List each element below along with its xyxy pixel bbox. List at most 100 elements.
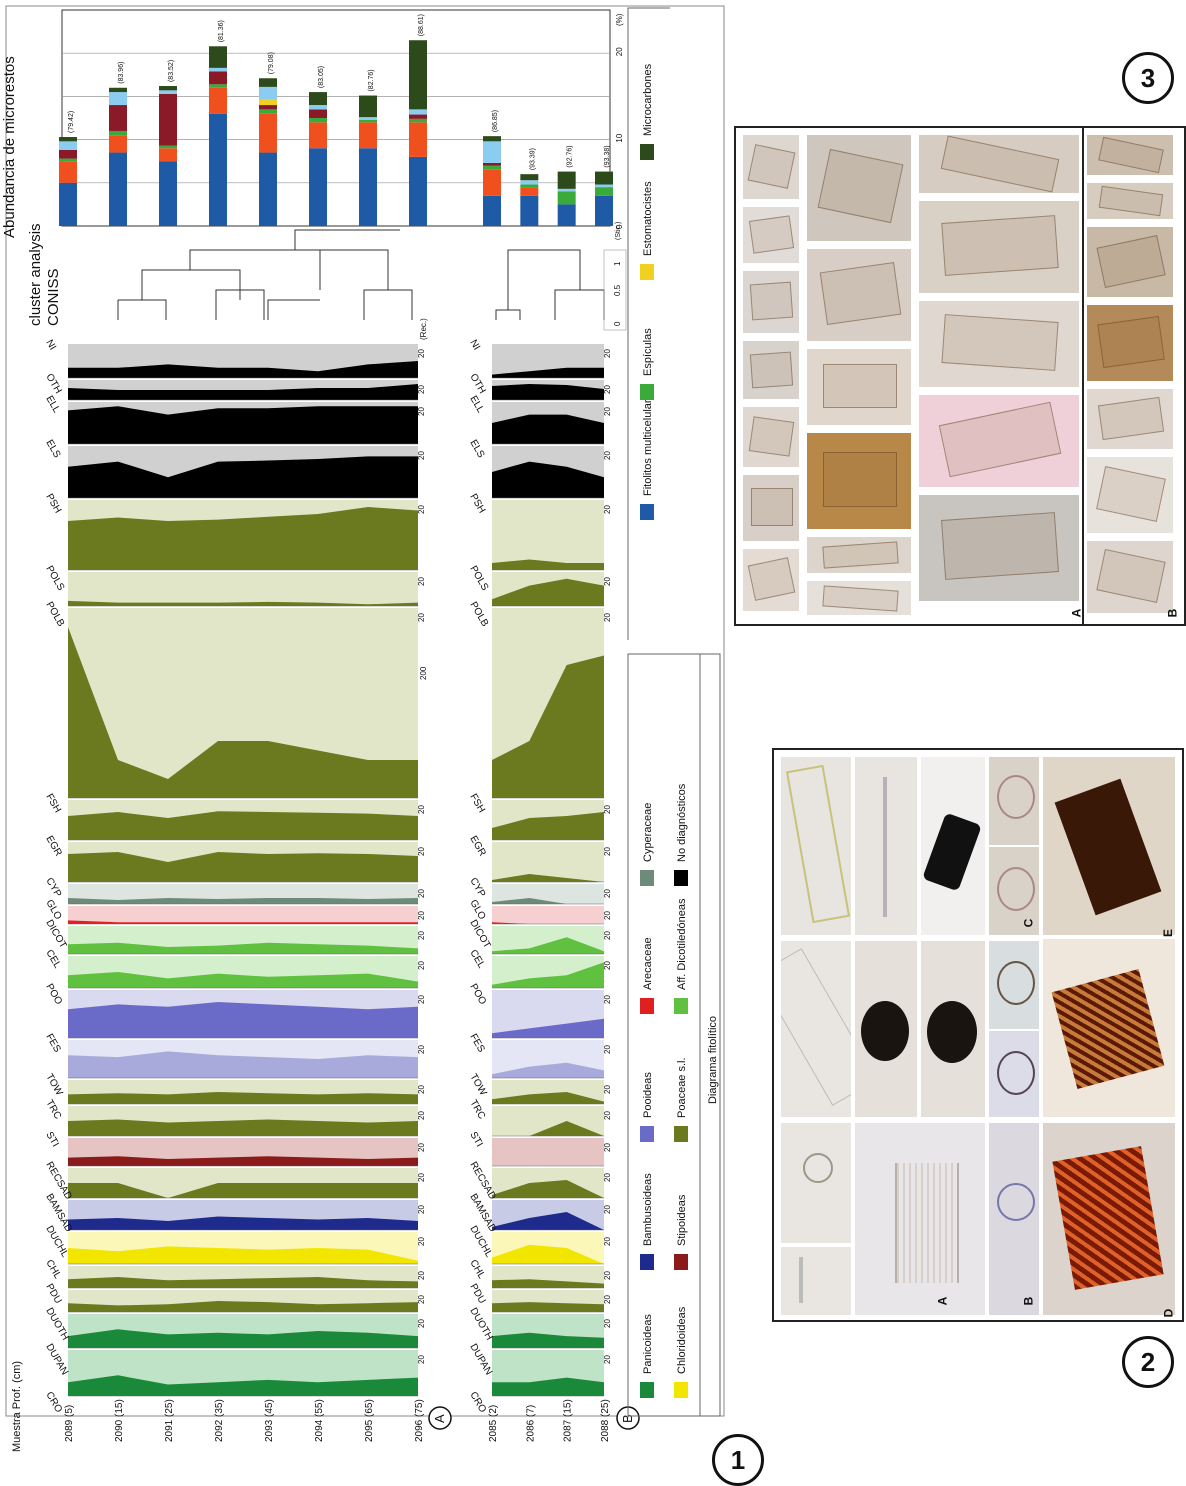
sample-label-upper: 2095 (65) xyxy=(364,1399,375,1442)
lower-taxon-curve xyxy=(492,1062,604,1078)
micrograph-specimen xyxy=(749,215,795,254)
dendrogram-branch xyxy=(495,309,521,320)
micrograph-tile xyxy=(1086,134,1174,176)
dendrogram-branch xyxy=(507,249,581,310)
lower-taxon-curve xyxy=(492,1244,604,1264)
part-number-2: 2 xyxy=(1122,1336,1174,1388)
axis-tick-lower: 20 xyxy=(603,1237,612,1246)
micrograph-tile xyxy=(780,1122,852,1244)
legend-label: Cyperaceae xyxy=(642,803,654,862)
micrograph-tile xyxy=(806,348,912,426)
axis-tick-lower: 20 xyxy=(603,1355,612,1364)
taxon-label-upper: CYP xyxy=(43,876,63,900)
legend-label: Panicoideas xyxy=(642,1314,654,1374)
axis-tick-upper: 20 xyxy=(417,1085,426,1094)
lower-band-bg xyxy=(492,500,604,570)
taxon-label-lower: TRC xyxy=(467,1098,487,1121)
axis-tick-lower: 20 xyxy=(603,407,612,416)
micrograph-tile xyxy=(742,270,800,334)
micrograph-specimen xyxy=(799,1257,803,1303)
micrograph-specimen xyxy=(1054,778,1162,916)
sample-label-upper: 2092 (35) xyxy=(214,1399,225,1442)
lower-taxon-curve xyxy=(492,812,604,840)
micrograph-tile xyxy=(1042,756,1176,936)
taxon-label-upper: PSH xyxy=(43,492,63,515)
micrograph-tile xyxy=(1086,540,1174,614)
legend-swatch xyxy=(674,1126,688,1142)
axis-tick-lower: 20 xyxy=(603,1319,612,1328)
micrograph-specimen xyxy=(781,948,851,1106)
micrograph-specimen xyxy=(750,281,794,321)
taxon-label-upper: POLS xyxy=(43,564,66,593)
taxon-label-upper: GLO xyxy=(43,898,63,922)
legend-label: Pooideas xyxy=(642,1072,654,1118)
legend-swatch xyxy=(640,1382,654,1398)
cluster-dendrogram: cluster analysis CONISS 0 0.5 1 (Stic.) xyxy=(27,222,627,331)
cluster-axis-box xyxy=(603,249,627,331)
lower-taxon-curve xyxy=(492,874,604,882)
upper-taxon-curve xyxy=(68,1375,418,1396)
lower-band-bg xyxy=(492,842,604,882)
axis-tick-upper: 20 xyxy=(417,385,426,394)
taxon-label-lower: POO xyxy=(467,982,488,1007)
legend-swatch xyxy=(640,1254,654,1270)
dendrogram-branch xyxy=(117,299,167,320)
lower-taxon-curve xyxy=(492,1212,604,1230)
upper-taxon-curve xyxy=(68,852,418,882)
micrograph-specimen xyxy=(883,777,887,917)
upper-taxon-curve xyxy=(68,1246,418,1264)
micrograph-tile xyxy=(918,300,1080,388)
legend-swatch xyxy=(674,870,688,886)
sample-label-lower: 2086 (7) xyxy=(525,1405,536,1442)
micrograph-specimen xyxy=(895,1163,959,1283)
plate3-letter-A: A xyxy=(1069,608,1084,618)
micrograph-tile xyxy=(918,494,1080,602)
upper-taxon-curve xyxy=(68,1119,418,1136)
lower-taxon-curve xyxy=(492,1018,604,1038)
micrograph-tile xyxy=(742,406,800,468)
upper-taxon-curve xyxy=(68,1183,418,1198)
micrograph-specimen xyxy=(822,364,898,408)
lower-taxon-curve xyxy=(492,937,604,954)
micrograph-tile xyxy=(742,206,800,264)
micrograph-specimen xyxy=(997,867,1035,911)
legend-label: Bambusoideas xyxy=(642,1173,654,1246)
micrograph-specimen xyxy=(922,812,982,892)
upper-taxon-curve xyxy=(68,1216,418,1230)
micrograph-specimen xyxy=(940,135,1060,192)
axis-tick-lower: 20 xyxy=(603,451,612,460)
micrograph-specimen xyxy=(821,541,899,569)
cluster-axis-tick: 1 xyxy=(613,261,622,266)
axis-tick-upper: 20 xyxy=(417,1295,426,1304)
micrograph-tile xyxy=(854,1122,986,1316)
axis-tick-lower: 20 xyxy=(603,1111,612,1120)
lower-taxon-curve xyxy=(492,1180,604,1198)
axis-tick-upper: 20 xyxy=(417,889,426,898)
upper-taxon-curve xyxy=(68,1156,418,1166)
micrograph-specimen xyxy=(927,1001,977,1063)
micrograph-specimen xyxy=(1098,136,1164,174)
micrograph-tile xyxy=(742,134,800,200)
taxon-label-lower: CRO xyxy=(467,1390,488,1415)
upper-taxon-curve xyxy=(68,972,418,988)
taxon-label-upper: FSH xyxy=(43,792,63,815)
taxon-label-lower: STI xyxy=(467,1130,484,1149)
sample-label-lower: 2088 (25) xyxy=(600,1399,611,1442)
legend-swatch xyxy=(674,1382,688,1398)
axis-tick-upper: 20 xyxy=(417,961,426,970)
micrograph-specimen xyxy=(750,351,794,388)
dendrogram-branch xyxy=(294,229,400,250)
taxon-label-upper: CHL xyxy=(43,1258,63,1281)
subpanel-letter-A: A xyxy=(432,1414,447,1423)
taxon-label-upper: PDU xyxy=(43,1282,63,1306)
micrograph-tile xyxy=(806,432,912,530)
axis-tick-lower: 20 xyxy=(603,505,612,514)
axis-tick-lower: 20 xyxy=(603,1205,612,1214)
micrograph-tile xyxy=(920,940,986,1118)
micrograph-tile xyxy=(918,394,1080,488)
micrograph-tile xyxy=(988,940,1040,1030)
axis-tick-upper: 20 xyxy=(417,451,426,460)
axis-tick-upper: 20 xyxy=(417,805,426,814)
